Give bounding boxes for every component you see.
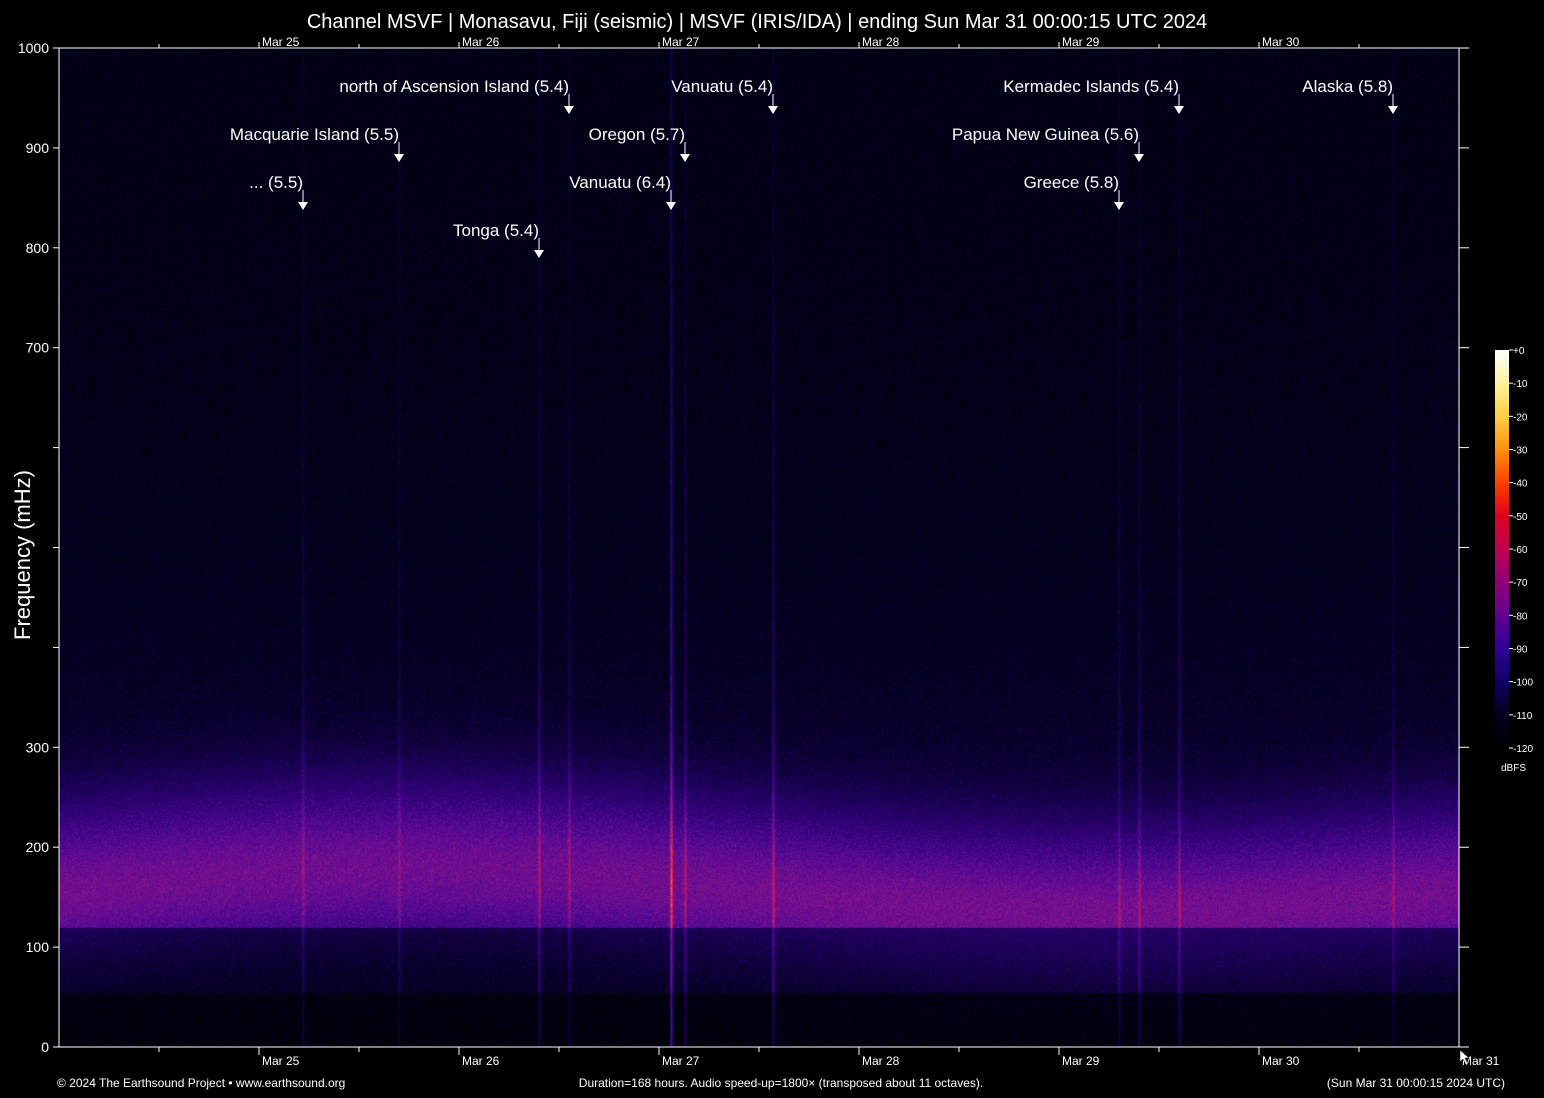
colorbar-axis: +0 -10 -20 -30 -40 -50 -60 -70 -80 -90 -100 -110 -12… [1509,346,1533,755]
plot-frame [58,47,1460,1048]
event-arrow-head [1134,154,1144,162]
event-label: Oregon (5.7) [589,125,685,144]
x-date-label-top: Mar 27 [662,35,700,49]
x-date-label: Mar 31 [1462,1054,1500,1068]
spectrogram-plot-area [59,48,1459,1047]
event-label: Kermadec Islands (5.4) [1003,77,1179,96]
colorbar-tick-label: -110 [1513,711,1533,722]
colorbar-tick-label: -20 [1513,412,1528,423]
event-label: Greece (5.8) [1024,173,1119,192]
mouse-cursor-icon [1459,1049,1470,1066]
colorbar-gradient [1495,350,1509,748]
event-label: Papua New Guinea (5.6) [952,125,1139,144]
colorbar-tick-label: -10 [1513,379,1528,390]
event-arrow-head [298,202,308,210]
x-date-label-top: Mar 25 [262,35,300,49]
colorbar-tick-label: -60 [1513,545,1528,556]
event-arrow-head [534,250,544,258]
x-date-label: Mar 28 [862,1054,900,1068]
y-tick-label: 700 [26,340,50,356]
event-label: north of Ascension Island (5.4) [339,77,569,96]
event-arrow-head [394,154,404,162]
colorbar-tick-label: -50 [1513,512,1528,523]
x-date-label-top: Mar 29 [1062,35,1100,49]
event-label: Macquarie Island (5.5) [230,125,399,144]
x-date-label: Mar 26 [462,1054,500,1068]
chart-title: Channel MSVF | Monasavu, Fiji (seismic) … [307,11,1207,33]
x-date-label-top: Mar 28 [862,35,900,49]
y-tick-label: 200 [26,839,50,855]
colorbar-tick-label: -70 [1513,578,1528,589]
x-date-label: Mar 27 [662,1054,700,1068]
event-arrow-head [1174,106,1184,114]
x-date-label-top: Mar 30 [1262,35,1300,49]
y-tick-label: 1000 [18,40,49,56]
colorbar-tick-label: +0 [1513,346,1525,357]
event-arrow-head [768,106,778,114]
event-label: Vanuatu (5.4) [671,77,773,96]
colorbar-tick-label: -80 [1513,611,1528,622]
y-tick-label: 800 [26,240,50,256]
y-tick-label: 900 [26,140,50,156]
event-arrow-head [666,202,676,210]
y-axis: 0 100 200 300 700 800 900 1000 [18,40,1469,1055]
y-tick-label: 300 [26,739,50,755]
colorbar-unit: dBFS [1501,763,1526,774]
event-label: ... (5.5) [249,173,303,192]
event-arrow-head [680,154,690,162]
y-tick-label: 0 [41,1039,49,1055]
colorbar-tick-label: -30 [1513,446,1528,457]
colorbar-tick-label: -90 [1513,645,1528,656]
event-arrow-head [1114,202,1124,210]
y-axis-label: Frequency (mHz) [10,470,35,640]
event-label: Alaska (5.8) [1302,77,1393,96]
x-date-label: Mar 25 [262,1054,300,1068]
y-tick-label: 100 [26,939,50,955]
event-label: Tonga (5.4) [453,221,539,240]
colorbar-tick-label: -40 [1513,479,1528,490]
event-arrow-head [564,106,574,114]
x-date-label: Mar 29 [1062,1054,1100,1068]
x-date-label-top: Mar 26 [462,35,500,49]
event-label: Vanuatu (6.4) [569,173,671,192]
colorbar-tick-label: -120 [1513,744,1533,755]
footer-duration: Duration=168 hours. Audio speed-up=1800×… [579,1076,983,1090]
footer-timestamp: (Sun Mar 31 00:00:15 2024 UTC) [1327,1076,1505,1090]
footer-credit: © 2024 The Earthsound Project • www.eart… [57,1076,345,1090]
colorbar-tick-label: -100 [1513,678,1533,689]
event-arrow-head [1388,106,1398,114]
x-axis: Mar 25 Mar 26 Mar 27 Mar 28 Mar 29 Mar 30 Mar … [158,35,1500,1068]
x-date-label: Mar 30 [1262,1054,1300,1068]
event-annotations: north of Ascension Island (5.4) Vanuatu (… [230,77,1398,258]
